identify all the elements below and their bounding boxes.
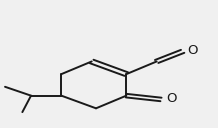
Text: O: O bbox=[187, 44, 198, 57]
Text: O: O bbox=[166, 92, 177, 105]
